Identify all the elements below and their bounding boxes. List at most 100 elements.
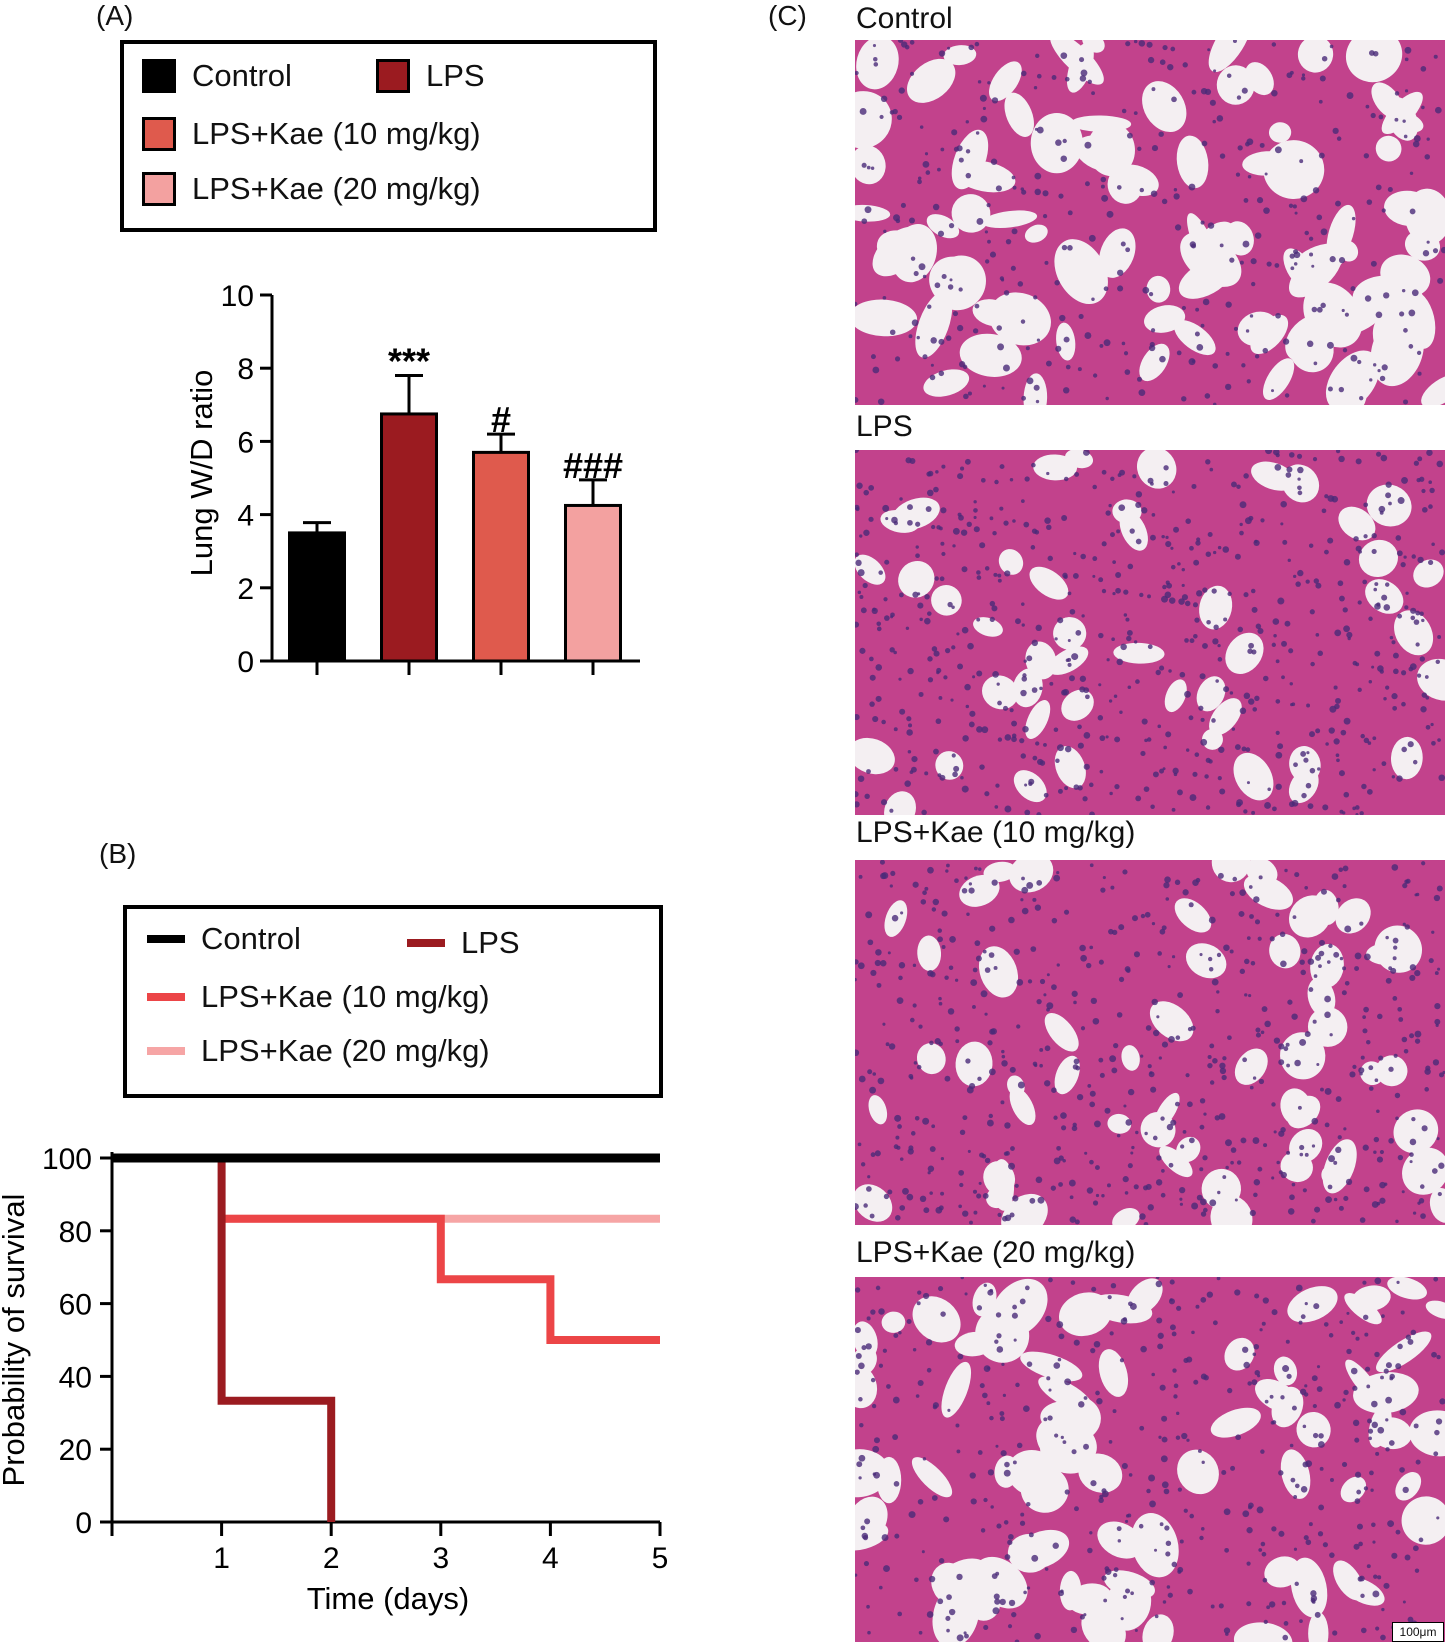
cell-nucleus [1255, 1032, 1262, 1038]
cell-nucleus [1410, 615, 1416, 621]
cell-nucleus [1269, 1394, 1274, 1399]
cell-nucleus [896, 997, 904, 1005]
cell-nucleus [1318, 1504, 1325, 1511]
alveolar-space [1001, 1193, 1048, 1225]
survival-y-tick-label: 20 [59, 1434, 92, 1467]
cell-nucleus [1256, 197, 1264, 204]
cell-nucleus [995, 1571, 1000, 1576]
cell-nucleus [1208, 967, 1214, 972]
cell-nucleus [1195, 540, 1201, 546]
cell-nucleus [1337, 580, 1344, 587]
cell-nucleus [870, 166, 875, 171]
cell-nucleus [1434, 1018, 1441, 1025]
cell-nucleus [1118, 924, 1125, 931]
cell-nucleus [1169, 1279, 1175, 1285]
cell-nucleus [1316, 1386, 1323, 1392]
cell-nucleus [1225, 1165, 1229, 1170]
cell-nucleus [1263, 1619, 1268, 1625]
cell-nucleus [865, 911, 873, 919]
cell-nucleus [938, 370, 945, 377]
cell-nucleus [1234, 1289, 1241, 1296]
cell-nucleus [1358, 1067, 1365, 1074]
alveolar-space [1417, 658, 1445, 701]
cell-nucleus [1376, 1156, 1384, 1163]
cell-nucleus [860, 1162, 866, 1167]
cell-nucleus [980, 478, 986, 483]
cell-nucleus [963, 393, 969, 400]
cell-nucleus [1302, 1188, 1307, 1193]
cell-nucleus [1161, 198, 1168, 205]
cell-nucleus [1213, 624, 1219, 630]
cell-nucleus [1016, 1024, 1021, 1029]
cell-nucleus [1150, 190, 1158, 198]
cell-nucleus [1282, 338, 1290, 345]
cell-nucleus [917, 1290, 922, 1295]
cell-nucleus [1161, 1169, 1165, 1173]
cell-nucleus [1244, 993, 1248, 997]
cell-nucleus [855, 301, 858, 307]
cell-nucleus [958, 1169, 965, 1176]
cell-nucleus [1233, 326, 1238, 331]
cell-nucleus [957, 473, 964, 480]
cell-nucleus [884, 615, 890, 621]
cell-nucleus [1180, 1144, 1185, 1149]
cell-nucleus [905, 626, 910, 630]
cell-nucleus [928, 1575, 936, 1583]
cell-nucleus [1397, 1343, 1403, 1350]
cell-nucleus [932, 1404, 938, 1410]
cell-nucleus [1395, 1529, 1401, 1535]
cell-nucleus [1372, 1540, 1376, 1544]
cell-nucleus [1404, 46, 1412, 54]
alveolar-space [1023, 373, 1048, 405]
cell-nucleus [1047, 1415, 1053, 1421]
cell-nucleus [1391, 693, 1398, 700]
cell-nucleus [1116, 1526, 1122, 1532]
cell-nucleus [895, 1135, 900, 1140]
cell-nucleus [1354, 952, 1362, 960]
cell-nucleus [1322, 804, 1329, 811]
cell-nucleus [1402, 883, 1408, 889]
cell-nucleus [1434, 106, 1442, 114]
cell-nucleus [1333, 1197, 1338, 1202]
cell-nucleus [922, 274, 927, 279]
cell-nucleus [1169, 597, 1176, 604]
cell-nucleus [951, 753, 956, 758]
alveolar-space [1140, 1112, 1176, 1148]
cell-nucleus [1004, 570, 1011, 577]
cell-nucleus [1145, 1025, 1152, 1031]
cell-nucleus [1157, 1343, 1164, 1350]
cell-nucleus [1411, 1116, 1416, 1122]
cell-nucleus [1171, 490, 1175, 494]
cell-nucleus [1424, 1087, 1429, 1092]
cell-nucleus [1053, 727, 1059, 733]
cell-nucleus [1358, 1575, 1365, 1582]
cell-nucleus [1173, 188, 1178, 192]
cell-nucleus [946, 1594, 952, 1601]
alveolar-space [1185, 943, 1227, 979]
cell-nucleus [922, 1117, 930, 1125]
cell-nucleus [1185, 1073, 1190, 1078]
cell-nucleus [940, 507, 947, 514]
cell-nucleus [1089, 811, 1095, 815]
cell-nucleus [1159, 355, 1166, 363]
cell-nucleus [1254, 539, 1258, 544]
alveolar-space [1245, 62, 1274, 96]
cell-nucleus [1122, 1176, 1129, 1183]
cell-nucleus [1199, 952, 1203, 957]
cell-nucleus [909, 770, 914, 775]
cell-nucleus [1111, 1067, 1118, 1074]
cell-nucleus [1203, 1375, 1209, 1381]
cell-nucleus [1143, 786, 1150, 792]
cell-nucleus [858, 1396, 863, 1402]
cell-nucleus [1203, 1112, 1207, 1116]
cell-nucleus [1202, 298, 1210, 306]
alveolar-space [1401, 1496, 1445, 1545]
cell-nucleus [917, 176, 922, 181]
cell-nucleus [996, 1333, 1002, 1339]
cell-nucleus [1215, 679, 1219, 683]
cell-nucleus [991, 97, 999, 104]
cell-nucleus [1151, 922, 1156, 926]
cell-nucleus [1219, 1067, 1227, 1075]
cell-nucleus [1139, 1213, 1146, 1220]
cell-nucleus [910, 1131, 916, 1136]
